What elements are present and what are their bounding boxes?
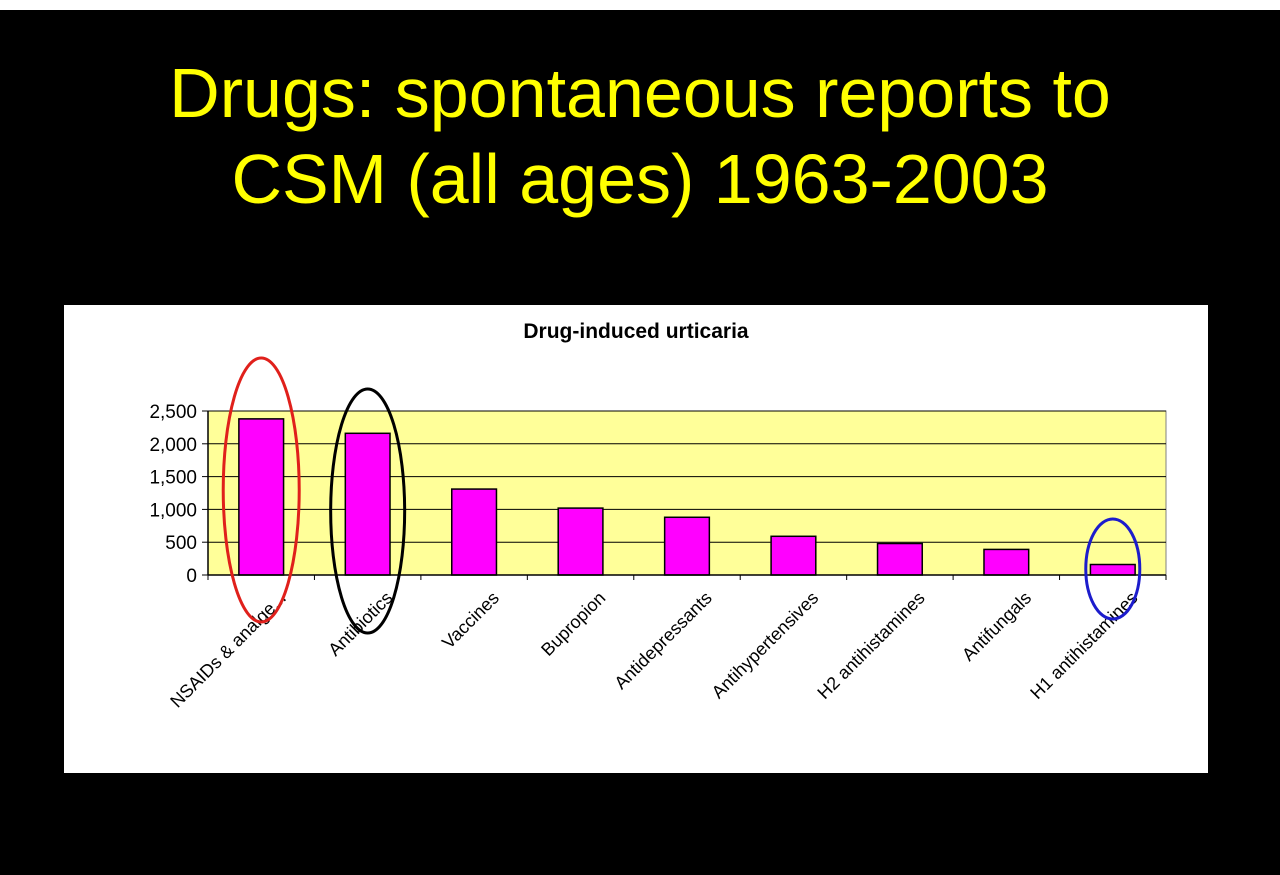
x-tick-label: Antibiotics [324,588,396,660]
x-tick-label: Vaccines [438,588,503,653]
slide-title-line-2: CSM (all ages) 1963-2003 [231,140,1049,218]
axes [202,410,1167,580]
highlight-ellipse [221,356,301,624]
x-tick-label: H1 antihistamines [1026,588,1141,703]
bar [663,516,711,576]
x-tick-label: Antidepressants [610,588,715,693]
bar [451,488,498,576]
x-tick-labels: NSAIDs & analge... Antibiotics Vaccines Bup… [166,588,1141,712]
x-tick-label: H2 antihistamines [813,588,928,703]
y-tick-labels: 0 500 1,000 1,500 2,000 2,500 [149,402,197,587]
x-tick-label: Antihypertensives [708,588,823,703]
highlight-circles [221,356,1142,635]
y-tick-label: 1,000 [149,500,197,521]
y-tick-label: 0 [186,566,197,587]
bar [770,535,817,576]
bar [557,507,604,576]
bar [983,548,1030,576]
highlight-ellipse [1084,517,1142,621]
bar [238,418,285,576]
x-tick-label: Bupropion [537,588,609,660]
bar-chart: Drug-induced urticaria 0 500 1,000 1,500 2,0… [149,320,1167,712]
slide-title: Drugs: spontaneous reports to CSM (all a… [0,50,1280,222]
bar [1089,563,1136,576]
y-tick-label: 2,000 [149,435,197,456]
chart-panel: Drug-induced urticaria 0 500 1,000 1,500 2,0… [64,305,1208,773]
x-tick-label: Antifungals [958,588,1035,665]
bar [876,542,923,576]
highlight-ellipse [329,387,407,635]
slide-title-line-1: Drugs: spontaneous reports to [169,54,1111,132]
bar [344,432,391,576]
chart-title: Drug-induced urticaria [523,320,749,343]
y-tick-label: 500 [165,533,197,554]
x-tick-label: NSAIDs & analge... [166,588,290,712]
y-tick-label: 2,500 [149,402,197,423]
bars [238,418,1136,576]
y-tick-label: 1,500 [149,468,197,489]
